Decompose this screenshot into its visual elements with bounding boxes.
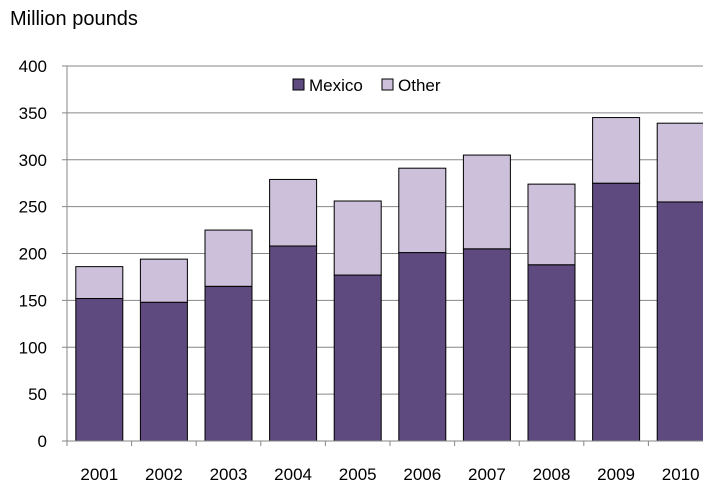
bar-mexico-2006 [398,252,447,442]
y-tick-label-200: 200 [19,245,47,264]
legend-swatch-other [381,78,394,91]
y-tick-label-100: 100 [19,338,47,357]
x-tick-label-2001: 2001 [80,465,118,484]
y-tick-label-250: 250 [19,198,47,217]
y-tick-label-150: 150 [19,291,47,310]
bar-other-2007 [462,154,511,250]
bar-mexico-2005 [333,274,382,442]
x-tick-label-2010: 2010 [662,465,700,484]
axes [66,66,703,446]
bar-mexico-2004 [269,245,318,442]
bar-other-2008 [527,183,576,266]
x-tick-label-2003: 2003 [210,465,248,484]
y-tick-label-50: 50 [28,385,47,404]
x-tick-label-2002: 2002 [145,465,183,484]
legend-label-mexico: Mexico [309,76,363,95]
x-tick-label-2006: 2006 [403,465,441,484]
legend: Mexico Other [292,76,441,95]
x-tick-label-2008: 2008 [533,465,571,484]
x-tick-label-2005: 2005 [339,465,377,484]
bar-other-2009 [592,117,641,184]
bar-other-2006 [398,167,447,254]
x-tick-label-2009: 2009 [597,465,635,484]
x-tick-label-2007: 2007 [468,465,506,484]
y-tick-labels: 0 50 100 150 200 250 300 350 400 [19,57,47,451]
bar-mexico-2010 [656,201,703,442]
bar-other-2010 [656,122,703,203]
bar-mexico-2007 [462,248,511,442]
bar-mexico-2003 [204,285,253,442]
legend-label-other: Other [398,76,441,95]
x-tick-labels: 2001 2002 2003 2004 2005 2006 2007 2008 2009 2010 [80,465,699,484]
bars [75,117,703,442]
y-tick-label-350: 350 [19,104,47,123]
x-tick-label-2004: 2004 [274,465,312,484]
bar-mexico-2002 [139,301,188,442]
bar-other-2004 [269,178,318,247]
bar-other-2001 [75,266,124,299]
bar-mexico-2001 [75,298,124,442]
bar-other-2003 [204,229,253,287]
y-axis-title: Million pounds [10,8,138,30]
y-tick-label-400: 400 [19,57,47,76]
legend-swatch-mexico [292,78,305,91]
bar-mexico-2008 [527,264,576,442]
bar-mexico-2009 [592,182,641,442]
bar-other-2002 [139,258,188,303]
bar-other-2005 [333,200,382,276]
y-tick-label-0: 0 [38,432,47,451]
y-tick-label-300: 300 [19,151,47,170]
